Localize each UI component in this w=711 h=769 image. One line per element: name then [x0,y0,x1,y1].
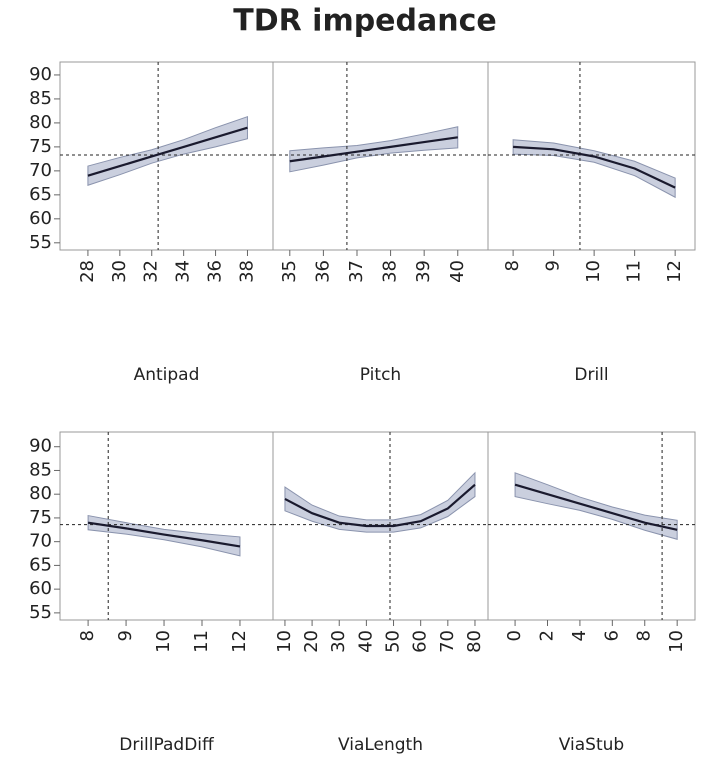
x-axis-label: ViaStub [559,735,624,755]
x-tick-label: 36 [312,260,333,283]
x-tick-label: 70 [437,630,458,653]
x-tick-label: 28 [77,260,98,283]
y-tick-label: 85 [29,459,52,480]
x-tick-label: 30 [109,260,130,283]
y-tick-label: 70 [29,160,52,181]
chart-title: TDR impedance [233,4,496,39]
x-tick-label: 38 [380,260,401,283]
x-tick-label: 10 [274,630,295,653]
x-tick-label: 35 [279,260,300,283]
confidence-band [512,139,676,199]
y-tick-label: 90 [29,436,52,457]
plot-frame [487,431,696,621]
x-tick-label: 30 [328,630,349,653]
x-axis-label: Antipad [134,365,200,385]
y-tick-label: 65 [29,554,52,575]
y-tick-label: 70 [29,531,52,552]
prediction-line [87,126,248,177]
x-tick-label: 20 [301,630,322,653]
x-tick-label: 12 [229,630,250,653]
y-tick-label: 60 [29,208,52,229]
y-tick-label: 55 [29,602,52,623]
x-axis-label: ViaLength [338,735,423,755]
x-tick-label: 0 [504,630,525,641]
confidence-band [284,471,476,533]
x-tick-label: 9 [115,630,136,641]
prediction-line [284,483,476,528]
x-tick-label: 34 [173,260,194,283]
x-axis-label: Pitch [360,365,401,385]
x-tick-label: 2 [536,630,557,641]
x-tick-label: 39 [413,260,434,283]
y-tick-label: 55 [29,232,52,253]
confidence-band [87,514,241,557]
prediction-line [289,136,458,163]
x-tick-label: 8 [77,630,98,641]
x-tick-label: 4 [569,630,590,641]
prediction-line [87,521,241,548]
x-tick-label: 10 [153,630,174,653]
x-tick-label: 32 [141,260,162,283]
x-tick-label: 11 [624,260,645,283]
x-tick-label: 10 [583,260,604,283]
x-tick-label: 50 [383,630,404,653]
y-tick-label: 80 [29,112,52,133]
x-tick-label: 6 [601,630,622,641]
prediction-line [513,145,676,189]
x-tick-label: 80 [464,630,485,653]
x-tick-label: 8 [634,630,655,641]
x-tick-label: 60 [410,630,431,653]
y-tick-label: 90 [29,64,52,85]
x-tick-label: 10 [666,630,687,653]
x-tick-label: 37 [346,260,367,283]
x-axis-label: Drill [574,365,608,385]
y-tick-label: 75 [29,507,52,528]
confidence-band [514,472,678,540]
x-tick-label: 12 [664,260,685,283]
y-tick-label: 60 [29,578,52,599]
y-tick-label: 80 [29,483,52,504]
y-tick-label: 75 [29,136,52,157]
x-tick-label: 8 [502,260,523,271]
x-tick-label: 40 [355,630,376,653]
x-tick-label: 36 [205,260,226,283]
x-tick-label: 38 [236,260,257,283]
x-tick-label: 9 [543,260,564,271]
x-tick-label: 40 [447,260,468,283]
prediction-line [514,483,678,531]
y-tick-label: 65 [29,184,52,205]
x-tick-label: 11 [191,630,212,653]
y-tick-label: 85 [29,88,52,109]
x-axis-label: DrillPadDiff [119,735,215,755]
plot-frame [487,61,696,251]
